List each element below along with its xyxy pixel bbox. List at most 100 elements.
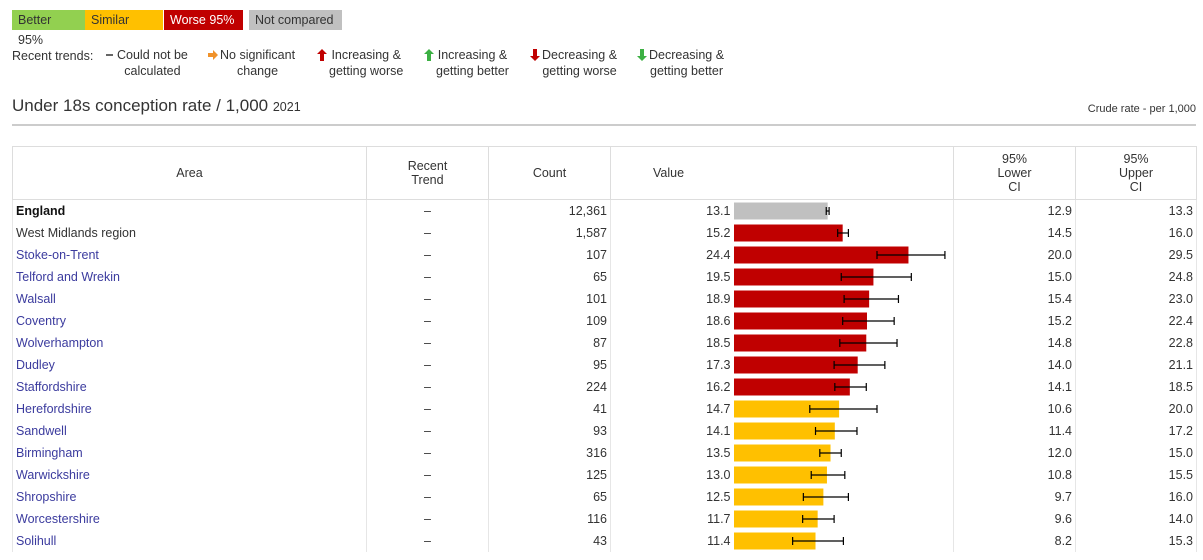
value: 18.5 bbox=[610, 332, 734, 354]
indicator-title: Under 18s conception rate / 1,000 2021 bbox=[12, 96, 301, 116]
area-name: Solihull bbox=[12, 530, 367, 552]
error-bar bbox=[808, 405, 878, 413]
trend-text: Decreasing & getting worse bbox=[542, 47, 617, 79]
recent-trend: – bbox=[366, 199, 489, 222]
error-bar bbox=[832, 361, 885, 369]
value: 19.5 bbox=[610, 266, 734, 288]
value: 13.5 bbox=[610, 442, 734, 464]
lower-ci: 14.0 bbox=[953, 354, 1077, 376]
value: 16.2 bbox=[610, 376, 734, 398]
lower-ci: 15.4 bbox=[953, 288, 1077, 310]
area-name: Dudley bbox=[12, 354, 367, 376]
bar bbox=[733, 290, 869, 308]
table-row: Sandwell –93 14.1 11.4 17.2 bbox=[12, 420, 1198, 442]
table-row: Stoke-on-Trent –107 24.4 20.0 29.5 bbox=[12, 244, 1198, 266]
value: 11.7 bbox=[610, 508, 734, 530]
bar bbox=[733, 268, 873, 286]
table-row: Dudley –95 17.3 14.0 21.1 bbox=[12, 354, 1198, 376]
recent-trend: – bbox=[366, 376, 489, 398]
header-text: Area bbox=[176, 166, 203, 180]
lower-ci: 14.8 bbox=[953, 332, 1077, 354]
trend-item: No significant change bbox=[208, 47, 295, 79]
lower-ci: 15.2 bbox=[953, 310, 1077, 332]
trend-line: calculated bbox=[124, 64, 181, 78]
divider bbox=[12, 124, 1196, 126]
year: 2021 bbox=[272, 100, 301, 114]
table-row: England –12,361 13.1 12.9 13.3 bbox=[12, 199, 1198, 222]
bar-cell bbox=[733, 332, 955, 354]
count: 224 bbox=[488, 376, 611, 398]
bar-chart bbox=[733, 268, 912, 286]
count: 116 bbox=[488, 508, 611, 530]
recent-trend: – bbox=[366, 442, 489, 464]
trend-line: Decreasing & bbox=[542, 48, 618, 62]
bar bbox=[733, 488, 823, 506]
area-name: England bbox=[12, 199, 367, 222]
header-text: Count bbox=[532, 166, 567, 180]
bar-cell bbox=[733, 486, 955, 508]
value: 13.1 bbox=[610, 199, 734, 222]
title: Under 18s conception rate / 1,000 bbox=[12, 96, 269, 115]
value: 13.0 bbox=[610, 464, 734, 486]
upper-ci: 18.5 bbox=[1075, 376, 1198, 398]
trend-item: Increasing & getting worse bbox=[317, 47, 403, 79]
bar-chart bbox=[733, 532, 844, 550]
lower-ci: 9.7 bbox=[953, 486, 1077, 508]
recent-trend: – bbox=[366, 486, 489, 508]
table-row: Solihull –43 11.4 8.2 15.3 bbox=[12, 530, 1198, 552]
area-name: Coventry bbox=[12, 310, 367, 332]
trend-line: getting better bbox=[650, 64, 723, 78]
bar-cell bbox=[733, 199, 955, 222]
area-name: Wolverhampton bbox=[12, 332, 367, 354]
error-bar bbox=[875, 251, 946, 259]
value: 12.5 bbox=[610, 486, 734, 508]
recent-trend: – bbox=[366, 332, 489, 354]
recent-trend: – bbox=[366, 244, 489, 266]
trend-item: Decreasing & getting worse bbox=[530, 47, 617, 79]
bar bbox=[733, 510, 818, 528]
column-header: 95% Lower CI bbox=[953, 146, 1077, 200]
recent-trend: – bbox=[366, 508, 489, 530]
bar-cell bbox=[733, 398, 955, 420]
count: 43 bbox=[488, 530, 611, 552]
header-text: Value bbox=[653, 166, 685, 180]
bar bbox=[733, 466, 827, 484]
rate-note: Crude rate - per 1,000 bbox=[1087, 103, 1196, 115]
significance-item: Not compared bbox=[249, 10, 342, 30]
trend-line: Could not be bbox=[117, 48, 188, 62]
count: 316 bbox=[488, 442, 611, 464]
column-header: Count bbox=[488, 146, 611, 200]
upper-ci: 22.4 bbox=[1075, 310, 1198, 332]
value: 24.4 bbox=[610, 244, 734, 266]
significance-item: Worse 95% bbox=[164, 10, 243, 30]
bar-chart bbox=[733, 202, 830, 220]
lower-ci: 14.5 bbox=[953, 222, 1077, 244]
bar-chart bbox=[733, 290, 899, 308]
count: 101 bbox=[488, 288, 611, 310]
error-bar bbox=[810, 471, 845, 479]
column-header: 95% Upper CI bbox=[1075, 146, 1198, 200]
table-row: Herefordshire –41 14.7 10.6 20.0 bbox=[12, 398, 1198, 420]
bar-chart bbox=[733, 510, 835, 528]
area-name: Staffordshire bbox=[12, 376, 367, 398]
recent-trend: – bbox=[366, 464, 489, 486]
upper-ci: 16.0 bbox=[1075, 486, 1198, 508]
bar-cell bbox=[733, 222, 955, 244]
count: 65 bbox=[488, 486, 611, 508]
bar-chart bbox=[733, 334, 898, 352]
trend-line: Increasing & bbox=[437, 48, 508, 62]
upper-ci: 20.0 bbox=[1075, 398, 1198, 420]
bar-chart bbox=[733, 444, 842, 462]
area-name: Telford and Wrekin bbox=[12, 266, 367, 288]
lower-ci: 8.2 bbox=[953, 530, 1077, 552]
value: 18.6 bbox=[610, 310, 734, 332]
upper-ci: 17.2 bbox=[1075, 420, 1198, 442]
recent-trend: – bbox=[366, 266, 489, 288]
error-bar bbox=[814, 427, 858, 435]
error-bar bbox=[791, 537, 844, 545]
trend-text: No significant change bbox=[220, 47, 295, 79]
trend-icon bbox=[424, 49, 434, 61]
bar bbox=[733, 202, 828, 220]
area-name: Sandwell bbox=[12, 420, 367, 442]
trend-line: getting worse bbox=[329, 64, 404, 78]
